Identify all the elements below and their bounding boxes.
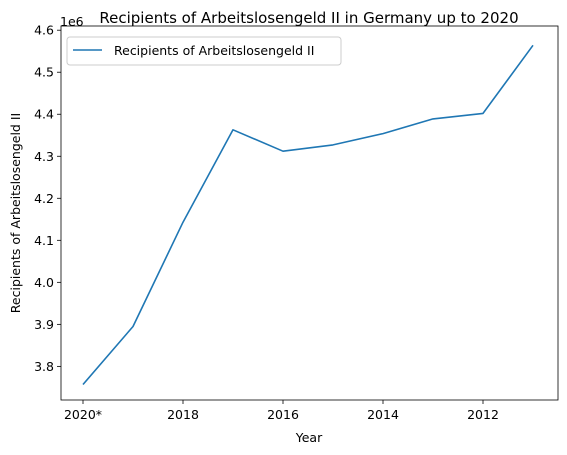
y-tick-label: 4.4	[34, 107, 54, 122]
y-tick-label: 4.5	[34, 65, 54, 80]
y-tick-label: 4.6	[34, 23, 54, 38]
plot-area: 3.8 3.9 4.0 4.1 4.2 4.3 4.4 4.5 4.6 2020* 2018 201…	[34, 23, 559, 422]
y-tick-label: 3.8	[34, 359, 54, 374]
y-axis: 3.8 3.9 4.0 4.1 4.2 4.3 4.4 4.5 4.6	[34, 23, 61, 374]
y-tick-label: 3.9	[34, 317, 54, 332]
y-tick-label: 4.0	[34, 275, 54, 290]
y-axis-label: Recipients of Arbeitslosengeld II	[8, 113, 23, 313]
y-offset-label: 1e6	[60, 14, 84, 29]
legend-box	[66, 36, 342, 66]
x-tick-label: 2018	[167, 407, 199, 422]
y-tick-label: 4.1	[34, 233, 54, 248]
x-tick-label: 2016	[267, 407, 299, 422]
series-line	[82, 44, 534, 386]
x-axis: 2020* 2018 2016 2014 2012	[64, 400, 499, 422]
y-tick-label: 4.3	[34, 149, 54, 164]
legend: Recipients of Arbeitslosengeld II	[66, 36, 342, 66]
x-tick-label: 2012	[467, 407, 499, 422]
y-tick-label: 4.2	[34, 191, 54, 206]
legend-label: Recipients of Arbeitslosengeld II	[114, 43, 314, 58]
x-tick-label: 2020*	[64, 407, 102, 422]
chart-title: Recipients of Arbeitslosengeld II in Ger…	[99, 9, 518, 27]
x-axis-label: Year	[295, 430, 323, 445]
series-lines	[82, 44, 534, 386]
x-tick-label: 2014	[367, 407, 399, 422]
plot-frame	[60, 25, 559, 401]
